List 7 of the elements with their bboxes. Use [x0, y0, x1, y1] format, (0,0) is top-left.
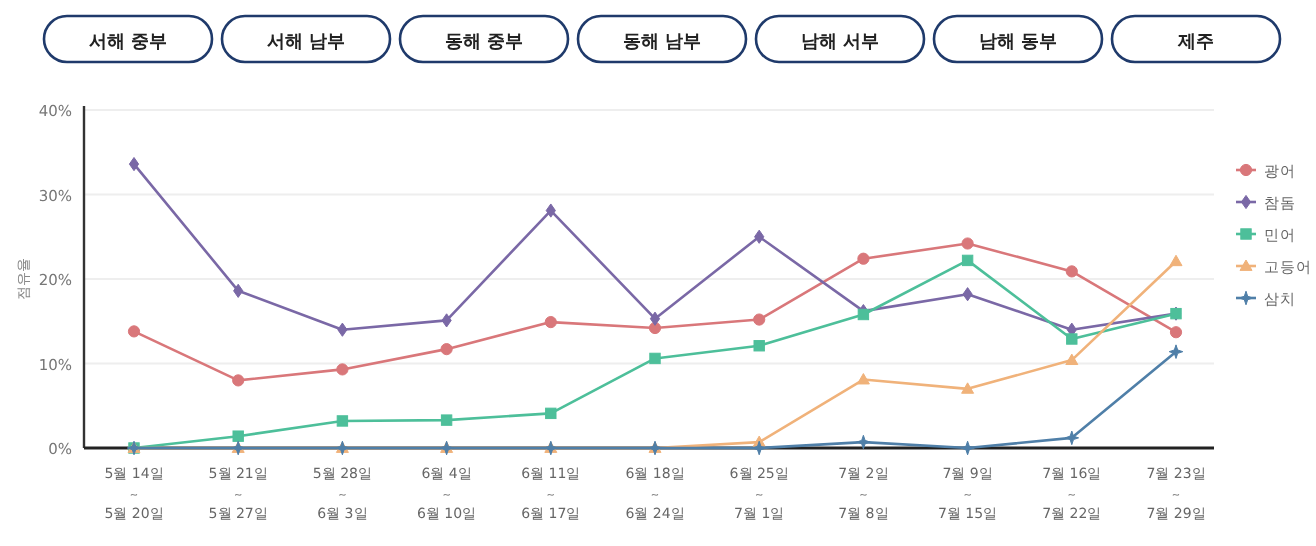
tab: 동해 중부: [398, 14, 570, 64]
tab: 동해 남부: [576, 14, 748, 64]
tab: 제주: [1110, 14, 1282, 64]
tab: 서해 중부: [42, 14, 214, 64]
tab: 서해 남부: [220, 14, 392, 64]
tab: 남해 서부: [754, 14, 926, 64]
tab: 남해 동부: [932, 14, 1104, 64]
